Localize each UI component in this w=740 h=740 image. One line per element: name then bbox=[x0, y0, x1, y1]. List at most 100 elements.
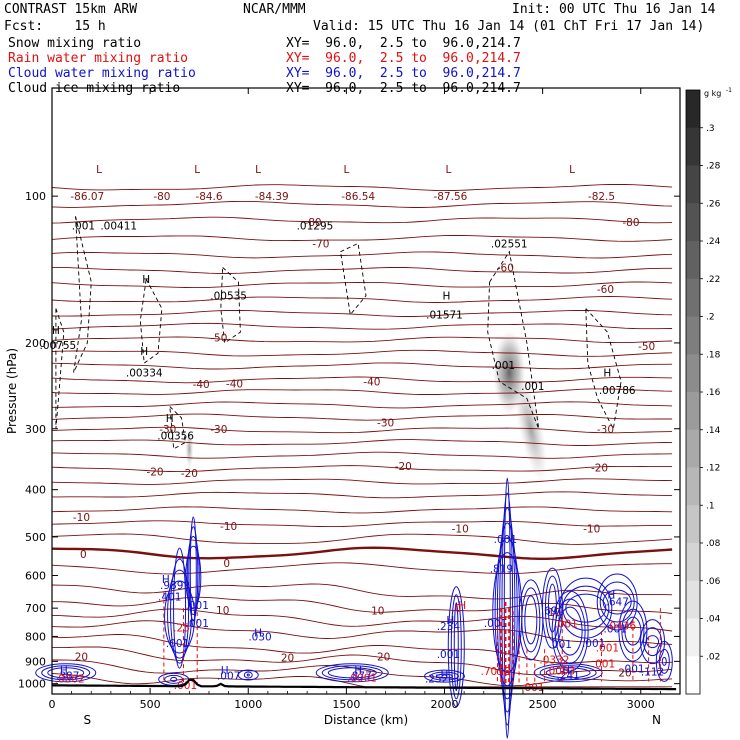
contour-annotation: L bbox=[445, 164, 451, 176]
contour-annotation: .001 bbox=[596, 642, 619, 654]
cloud-contour bbox=[243, 671, 253, 679]
isotherm-line bbox=[52, 596, 673, 614]
snow-contour bbox=[487, 250, 540, 429]
isotherm-label: -50 bbox=[210, 333, 227, 345]
colorbar-swatch bbox=[686, 543, 700, 582]
isotherm-line bbox=[51, 562, 673, 575]
isotherm-line bbox=[51, 235, 673, 242]
contour-annotation: .00535 bbox=[210, 291, 247, 303]
cloud-contour bbox=[624, 616, 642, 646]
isotherm-label: 20 bbox=[618, 667, 631, 679]
contour-annotation: L bbox=[96, 164, 102, 176]
contour-annotation: .00356 bbox=[157, 431, 194, 443]
contour-annotation: -82.5 bbox=[588, 191, 615, 203]
isotherm-line bbox=[51, 478, 673, 485]
contour-annotation: .001 bbox=[186, 618, 209, 630]
colorbar-tick-label: .28 bbox=[706, 162, 721, 172]
isotherm-line bbox=[51, 439, 673, 446]
x-tick-label: 1500 bbox=[332, 698, 360, 711]
isotherm-line bbox=[51, 322, 673, 330]
colorbar-swatch bbox=[686, 278, 700, 317]
isotherm-label: -40 bbox=[226, 378, 243, 390]
contour-annotation: .112 bbox=[641, 667, 664, 679]
colorbar-swatch bbox=[686, 165, 700, 204]
isotherm-line bbox=[51, 413, 673, 421]
y-tick-label: 100 bbox=[25, 190, 46, 203]
colorbar-tick-label: .3 bbox=[706, 124, 715, 134]
colorbar-swatch bbox=[686, 656, 700, 695]
contour-annotation: .7058 bbox=[480, 666, 510, 678]
isotherm-line bbox=[51, 376, 673, 384]
contour-annotation: -86.07 bbox=[70, 191, 104, 203]
cloud-contour bbox=[499, 507, 516, 713]
contour-annotation: .241 bbox=[556, 670, 579, 682]
contour-annotation: .001 bbox=[174, 680, 197, 692]
cloud-contour bbox=[453, 602, 459, 692]
isotherm-label: -20 bbox=[591, 462, 608, 474]
contour-annotation: .001 bbox=[437, 649, 460, 661]
terrain-line bbox=[52, 678, 677, 691]
isotherm-label: -40 bbox=[363, 377, 380, 389]
cloud-contour bbox=[246, 673, 250, 677]
cloud-ice-shading bbox=[185, 330, 548, 483]
temperature-contours bbox=[51, 183, 673, 688]
snow-contour bbox=[585, 308, 622, 431]
isotherm-line bbox=[51, 506, 673, 514]
cloud-contour bbox=[518, 579, 544, 661]
legend-cloud-water-label: Cloud water mixing ratio bbox=[8, 66, 196, 81]
cloud-contour bbox=[430, 671, 459, 681]
contour-annotation: .001 bbox=[166, 638, 189, 650]
x-tick-label: 0 bbox=[49, 698, 56, 711]
isotherm-label: -80 bbox=[622, 217, 639, 229]
model-title: CONTRAST 15km ARW bbox=[4, 2, 138, 17]
contour-annotation: -86.54 bbox=[341, 191, 375, 203]
contour-annotation: .0001 bbox=[347, 673, 377, 685]
y-axis-label: Pressure (hPa) bbox=[5, 348, 19, 434]
contour-annotation: H bbox=[607, 590, 615, 602]
contour-annotation: .0003 bbox=[545, 666, 575, 678]
valid-time: Valid: 15 UTC Thu 16 Jan 14 (01 ChT Fri … bbox=[313, 19, 705, 34]
y-tick-label: 800 bbox=[25, 630, 46, 643]
colorbar-swatch bbox=[686, 429, 700, 468]
contour-annotation: .00755 bbox=[40, 340, 77, 352]
cloud-contour bbox=[494, 537, 520, 687]
cloud-contour bbox=[599, 581, 635, 623]
cloud-contour bbox=[621, 608, 645, 654]
contour-annotation: H bbox=[603, 368, 611, 380]
isotherm-label: 0 bbox=[80, 549, 87, 561]
isotherm-line bbox=[51, 309, 673, 317]
snow-contour bbox=[139, 278, 163, 364]
colorbar-tick-label: .24 bbox=[706, 237, 721, 247]
cloud-contour bbox=[35, 663, 97, 683]
colorbar-swatch bbox=[686, 203, 700, 242]
colorbar-unit-exponent: -1 bbox=[726, 87, 732, 94]
isotherm-line bbox=[51, 349, 673, 357]
isotherm-label: -30 bbox=[210, 424, 227, 436]
contour-annotation: .0332 bbox=[539, 654, 569, 666]
ice-shade bbox=[185, 428, 194, 469]
cloud-contour bbox=[188, 526, 199, 622]
cloud-contour bbox=[424, 669, 465, 683]
contour-annotation: -87.56 bbox=[433, 191, 467, 203]
isotherm-label: -70 bbox=[312, 238, 329, 250]
colorbar-swatch bbox=[686, 580, 700, 619]
isotherm-label: -10 bbox=[452, 523, 469, 535]
isotherm-label: 10 bbox=[216, 605, 229, 617]
isotherm-line bbox=[51, 546, 673, 560]
cloud-contour bbox=[164, 674, 184, 684]
cloud-contour bbox=[646, 635, 660, 649]
snow-contour bbox=[55, 308, 65, 429]
contour-annotation: H bbox=[140, 346, 148, 358]
contour-annotation: .00334 bbox=[126, 368, 163, 380]
isotherm-line bbox=[51, 533, 673, 545]
contour-annotation: .00786 bbox=[599, 385, 636, 397]
cloud-contour bbox=[164, 580, 196, 654]
contour-annotation: -84.6 bbox=[195, 191, 222, 203]
cloud-contour bbox=[545, 667, 591, 679]
contour-annotation: L bbox=[255, 164, 261, 176]
contour-annotation: H bbox=[446, 615, 454, 627]
isotherm-line bbox=[51, 634, 673, 664]
colorbar-swatch bbox=[686, 90, 700, 129]
colorbar-unit: g kg bbox=[704, 89, 721, 98]
